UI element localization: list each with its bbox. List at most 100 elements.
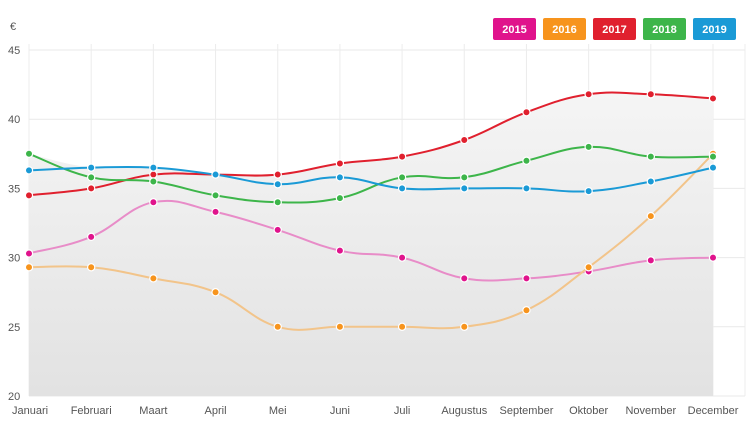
data-point[interactable] xyxy=(646,152,656,161)
data-point[interactable] xyxy=(24,249,34,258)
data-point[interactable] xyxy=(397,173,407,182)
data-point[interactable] xyxy=(460,135,469,145)
data-point[interactable] xyxy=(149,198,158,207)
x-tick-label: Januari xyxy=(12,405,48,417)
data-point[interactable] xyxy=(708,253,718,262)
data-point[interactable] xyxy=(86,232,96,242)
legend-label: 2017 xyxy=(602,24,626,36)
legend-swatch xyxy=(493,18,536,40)
data-point[interactable] xyxy=(24,149,34,158)
data-point[interactable] xyxy=(211,207,220,217)
legend-item-2018[interactable]: 2018 xyxy=(643,18,686,40)
x-tick-label: April xyxy=(205,405,227,417)
y-tick-label: 40 xyxy=(8,114,20,126)
legend: 2015 2016 2017 2018 2019 xyxy=(493,18,736,40)
legend-swatch xyxy=(693,18,736,40)
x-tick-label: Juli xyxy=(394,405,411,417)
legend-swatch xyxy=(543,18,586,40)
data-point[interactable] xyxy=(460,173,469,182)
x-tick-label: Juni xyxy=(330,405,350,417)
legend-item-2017[interactable]: 2017 xyxy=(593,18,636,40)
data-point[interactable] xyxy=(646,256,656,265)
legend-label: 2018 xyxy=(652,24,676,36)
data-point[interactable] xyxy=(86,263,96,272)
data-point[interactable] xyxy=(86,184,96,193)
data-point[interactable] xyxy=(335,159,345,168)
data-point[interactable] xyxy=(646,211,656,221)
y-unit-label: € xyxy=(10,21,16,33)
data-point[interactable] xyxy=(708,152,718,161)
series-2019 xyxy=(24,163,718,196)
data-point[interactable] xyxy=(211,191,220,200)
y-tick-label: 25 xyxy=(8,322,20,334)
legend-label: 2019 xyxy=(702,24,726,36)
data-point[interactable] xyxy=(335,246,345,255)
data-point[interactable] xyxy=(708,94,718,103)
x-tick-label: November xyxy=(625,405,676,417)
data-point[interactable] xyxy=(149,177,158,186)
legend-swatch xyxy=(593,18,636,40)
data-point[interactable] xyxy=(273,180,282,189)
data-point[interactable] xyxy=(149,163,158,172)
data-point[interactable] xyxy=(397,184,407,193)
y-tick-label: 35 xyxy=(8,183,20,195)
legend-item-2016[interactable]: 2016 xyxy=(543,18,586,40)
data-point[interactable] xyxy=(522,184,531,193)
x-tick-label: Augustus xyxy=(441,405,487,417)
data-point[interactable] xyxy=(273,322,282,331)
data-point[interactable] xyxy=(397,152,407,161)
data-point[interactable] xyxy=(211,288,220,297)
data-point[interactable] xyxy=(273,170,282,179)
data-point[interactable] xyxy=(522,156,531,165)
x-tick-label: Februari xyxy=(71,405,112,417)
series-2017 xyxy=(24,90,718,200)
y-tick-label: 45 xyxy=(8,45,20,57)
data-point[interactable] xyxy=(149,274,158,283)
data-point[interactable] xyxy=(522,108,531,117)
data-point[interactable] xyxy=(522,305,531,315)
data-point[interactable] xyxy=(522,274,531,283)
series xyxy=(24,90,718,331)
area-fill-shape xyxy=(29,92,713,396)
data-point[interactable] xyxy=(211,170,220,179)
data-point[interactable] xyxy=(460,322,469,331)
area-fill xyxy=(29,92,713,396)
legend-label: 2015 xyxy=(502,24,526,36)
y-tick-label: 30 xyxy=(8,253,20,265)
legend-item-2019[interactable]: 2019 xyxy=(693,18,736,40)
data-point[interactable] xyxy=(335,322,345,331)
data-point[interactable] xyxy=(646,90,656,99)
data-point[interactable] xyxy=(584,90,593,99)
series-2018 xyxy=(24,142,718,207)
data-point[interactable] xyxy=(646,177,656,186)
data-point[interactable] xyxy=(273,198,282,207)
data-point[interactable] xyxy=(708,163,718,172)
data-point[interactable] xyxy=(460,184,469,193)
x-tick-label: Mei xyxy=(269,405,287,417)
data-point[interactable] xyxy=(397,322,407,331)
data-point[interactable] xyxy=(584,186,593,196)
y-tick-label: 20 xyxy=(8,391,20,403)
data-point[interactable] xyxy=(86,163,96,172)
data-point[interactable] xyxy=(273,225,282,235)
axes: € 20 25 30 35 40 45 Januari Februari Maart April M… xyxy=(8,21,739,417)
x-tick-label: September xyxy=(500,405,554,417)
data-point[interactable] xyxy=(24,191,34,200)
x-tick-label: December xyxy=(688,405,739,417)
data-point[interactable] xyxy=(335,173,345,182)
data-point[interactable] xyxy=(86,173,96,182)
data-point[interactable] xyxy=(584,142,593,152)
legend-item-2015[interactable]: 2015 xyxy=(493,18,536,40)
legend-label: 2016 xyxy=(552,24,576,36)
data-point[interactable] xyxy=(149,170,158,179)
data-point[interactable] xyxy=(24,263,34,272)
data-point[interactable] xyxy=(584,263,593,272)
data-point[interactable] xyxy=(460,274,469,283)
legend-swatch xyxy=(643,18,686,40)
x-tick-label: Oktober xyxy=(569,405,608,417)
data-point[interactable] xyxy=(335,193,345,203)
x-tick-label: Maart xyxy=(139,405,167,417)
data-point[interactable] xyxy=(24,166,34,175)
data-point[interactable] xyxy=(397,253,407,262)
